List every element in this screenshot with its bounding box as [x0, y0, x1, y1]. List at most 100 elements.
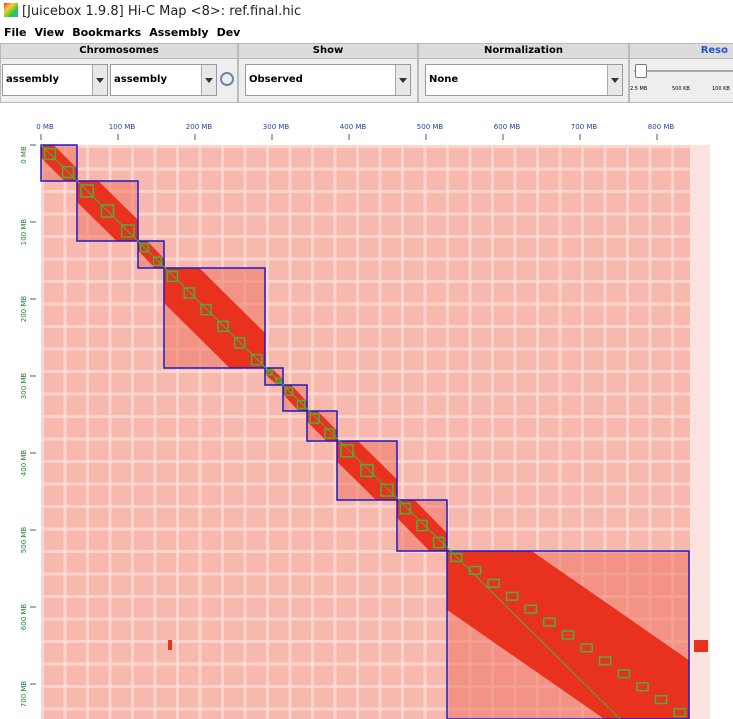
stripe [693, 145, 697, 719]
contig-box [673, 707, 687, 718]
y-tick-label: 700 MB [20, 681, 28, 708]
stripe [41, 415, 690, 418]
contig-box [416, 519, 428, 532]
menu-item[interactable]: Dev [216, 26, 241, 39]
stripe [446, 145, 449, 719]
panel-header: Show [239, 44, 417, 59]
x-tick-label: 200 MB [186, 123, 213, 131]
y-tick-label: 0 MB [20, 146, 28, 164]
contig-box [100, 204, 115, 218]
dropdown[interactable]: Observed [245, 64, 411, 96]
dropdown[interactable]: None [425, 64, 623, 96]
scaffold-box [282, 384, 308, 412]
contig-box [360, 463, 374, 478]
x-tick-label: 100 MB [109, 123, 136, 131]
stripe [41, 595, 690, 598]
stripe [198, 145, 202, 719]
contig-box [468, 565, 482, 576]
scaffold-box [396, 499, 448, 552]
contig-box [617, 669, 631, 679]
contig-box [296, 399, 306, 410]
stripe [423, 145, 427, 719]
x-tick-label: 600 MB [494, 123, 521, 131]
contig-box [139, 242, 150, 253]
x-tick-label: 500 MB [417, 123, 444, 131]
stripe [41, 235, 690, 238]
menu-item[interactable]: Bookmarks [72, 26, 142, 39]
normalization-panel: Normalization None [418, 43, 629, 103]
slider-track [634, 70, 733, 72]
slider-thumb[interactable] [635, 64, 647, 78]
heatmap-edge [690, 145, 710, 719]
menu-bar: File View Bookmarks Assembly Dev [0, 24, 733, 41]
refresh-button[interactable] [220, 72, 234, 86]
diagonal [307, 411, 337, 441]
slider-label: 100 KB [712, 86, 730, 92]
show-panel: Show Observed [238, 43, 418, 103]
scaffold-box [137, 240, 165, 269]
contig-box [166, 270, 179, 283]
stripe [41, 190, 690, 193]
stripe [41, 370, 690, 373]
scaffold-box [163, 267, 266, 369]
dropdown[interactable]: assembly [110, 64, 217, 96]
stripe [603, 145, 607, 719]
stripe [41, 707, 690, 711]
dropdown-value: None [429, 74, 459, 85]
stripe [41, 550, 690, 553]
contig-box [309, 413, 320, 424]
contig-box [120, 224, 135, 238]
contig-box [61, 165, 75, 179]
diagonal [397, 500, 447, 551]
stripe [41, 347, 690, 351]
scaffold-box [264, 367, 284, 386]
dropdown[interactable]: assembly [2, 64, 108, 96]
scaffold-box [76, 180, 139, 242]
stripe [41, 145, 44, 719]
stripe [41, 662, 690, 666]
contig-box [561, 630, 575, 640]
signal [694, 640, 708, 652]
contig-box [80, 184, 95, 198]
x-tick-label: 800 MB [648, 123, 675, 131]
y-tick-label: 100 MB [20, 219, 28, 246]
contig-box [449, 552, 463, 563]
stripe [626, 145, 629, 719]
menu-item[interactable]: View [34, 26, 65, 39]
stripe [41, 167, 690, 171]
stripe [153, 145, 157, 719]
stripe [108, 145, 112, 719]
diagonal [164, 268, 265, 368]
stripe [513, 145, 517, 719]
contig-box [505, 591, 519, 601]
stripe [243, 145, 247, 719]
stripe [671, 145, 674, 719]
stripe [176, 145, 179, 719]
stripe [41, 505, 690, 508]
stripe [401, 145, 404, 719]
contig-box [380, 483, 394, 497]
contig-box [266, 368, 273, 376]
stripe [378, 145, 382, 719]
stripe [41, 527, 690, 531]
panel-header: Reso [630, 44, 733, 59]
contig-box [598, 656, 612, 666]
contig-box [217, 320, 229, 333]
scaffold-box [446, 550, 690, 719]
menu-item[interactable]: File [4, 26, 27, 39]
menu-item[interactable]: Assembly [149, 26, 209, 39]
contig-box [233, 337, 246, 349]
contig-box [340, 444, 354, 458]
stripe [41, 257, 690, 261]
x-tick-label: 700 MB [571, 123, 598, 131]
x-tick-label: 0 MB [36, 123, 54, 131]
stripe [536, 145, 539, 719]
dropdown-value: Observed [249, 74, 303, 85]
contig-box [399, 502, 412, 515]
contig-box [636, 682, 649, 692]
diagonal-line [40, 144, 621, 719]
scaffold-box [40, 144, 78, 182]
stripe [41, 392, 690, 396]
scaffold-box [306, 410, 338, 442]
